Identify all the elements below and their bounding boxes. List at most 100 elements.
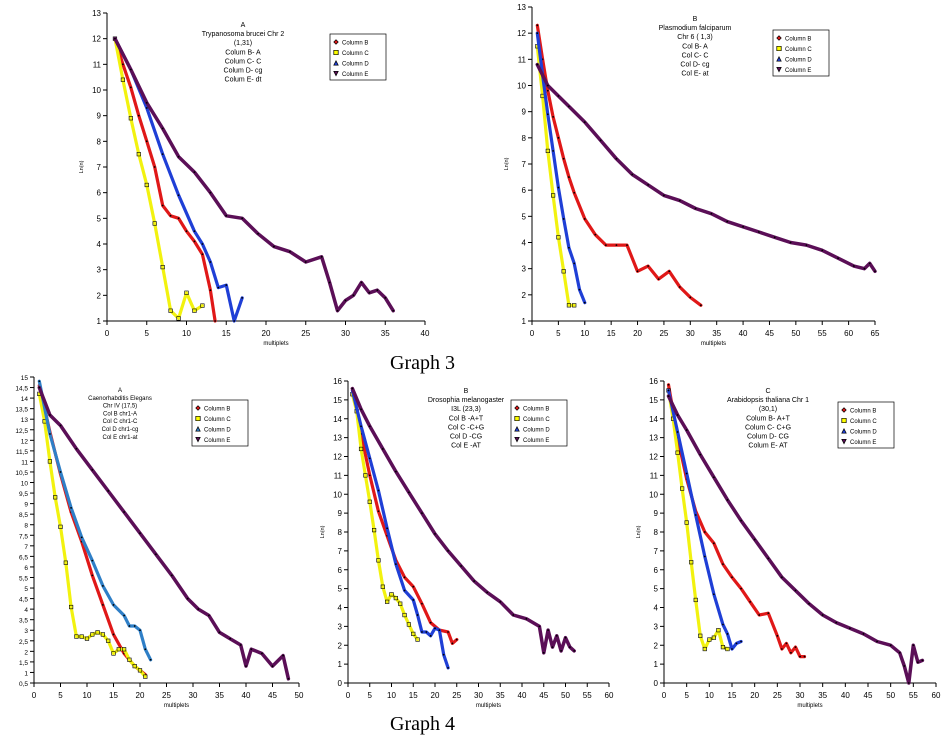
point-column-e: [107, 490, 110, 492]
legend-label: Column B: [785, 36, 811, 42]
point-column-e: [434, 532, 436, 535]
point-column-d: [217, 286, 220, 289]
point-column-b: [161, 204, 164, 207]
y-tick-label: 9: [24, 502, 28, 509]
point-column-e: [208, 614, 210, 617]
x-tick-label: 25: [452, 691, 461, 700]
point-column-e: [773, 236, 776, 239]
x-tick-label: 5: [368, 691, 373, 700]
point-column-e: [542, 651, 545, 654]
legend-marker: [776, 45, 782, 52]
point-column-e: [288, 250, 291, 253]
y-tick-label: 4,5: [19, 597, 28, 604]
point-column-d: [144, 648, 147, 651]
y-tick-label: 10: [649, 490, 658, 499]
series-line-column-c: [113, 37, 204, 320]
point-column-e: [726, 220, 729, 223]
point-column-e: [473, 580, 476, 582]
point-column-c: [367, 499, 372, 504]
x-tick-label: 40: [242, 691, 251, 700]
y-tick-label: 13,5: [15, 407, 28, 414]
point-column-e: [685, 429, 688, 431]
x-axis-label: multiplets: [263, 341, 288, 347]
legend-marker: [841, 407, 847, 413]
point-column-c: [127, 657, 132, 662]
point-column-c: [136, 152, 141, 157]
x-tick-label: 0: [32, 691, 37, 700]
x-tick-label: 45: [765, 329, 774, 338]
point-column-e: [848, 627, 851, 630]
legend-marker: [841, 417, 847, 424]
point-column-b: [740, 587, 742, 590]
y-tick-label: 6: [97, 189, 102, 198]
x-axis-label: multiplets: [797, 703, 822, 709]
y-tick-label: 12: [649, 453, 658, 462]
point-column-c: [74, 634, 79, 639]
point-column-e: [218, 631, 221, 634]
point-column-d: [434, 627, 436, 630]
x-axis-label: multiplets: [701, 341, 726, 347]
series-line-column-b: [113, 37, 217, 323]
point-column-c: [707, 637, 712, 642]
point-column-c: [702, 646, 707, 652]
point-column-d: [429, 634, 432, 637]
x-tick-label: 0: [662, 691, 667, 700]
point-column-b: [594, 233, 597, 236]
x-tick-label: 25: [659, 329, 668, 338]
legend-box: [772, 29, 830, 77]
point-column-e: [344, 299, 347, 302]
series-line-column-d: [350, 388, 450, 670]
point-column-d: [412, 599, 415, 601]
y-tick-label: 7: [338, 547, 343, 556]
legend-marker: [776, 56, 782, 62]
point-column-e: [780, 576, 783, 579]
title-line: (1,31): [234, 40, 252, 47]
title-line: Col C- C: [682, 52, 709, 59]
point-column-b: [145, 140, 148, 143]
series-line-column-c: [535, 44, 576, 307]
legend: Column B Column C Column D Column E: [191, 399, 249, 447]
point-column-e: [304, 261, 307, 263]
point-column-b: [112, 633, 115, 636]
y-tick-label: 10: [92, 86, 101, 95]
y-tick-label: 1: [654, 660, 659, 669]
y-tick-label: 3: [97, 266, 102, 275]
point-column-b: [799, 655, 801, 658]
point-column-e: [742, 225, 744, 228]
series-line-column-d: [535, 31, 587, 305]
y-axis-label: Ln(n): [504, 157, 510, 170]
point-column-b: [368, 474, 371, 477]
point-column-c: [376, 558, 381, 563]
point-column-b: [403, 576, 406, 579]
point-column-c: [84, 636, 90, 641]
legend-label: Column E: [523, 438, 549, 444]
point-column-e: [874, 270, 876, 273]
point-column-b: [803, 655, 806, 658]
point-column-e: [287, 677, 290, 680]
title-line: (30,1): [759, 406, 777, 413]
series-line-column-d: [113, 37, 244, 323]
legend-label: Column D: [204, 427, 231, 433]
y-tick-label: 14: [649, 415, 658, 424]
point-column-c: [116, 647, 121, 652]
chart-drosophila-melanogaster: 0 5 10 15 20 25 30 35 40 45 50 55 600123456789101112…: [320, 377, 614, 709]
point-column-e: [282, 654, 284, 657]
point-column-e: [241, 217, 244, 220]
point-column-d: [368, 457, 371, 460]
point-column-e: [547, 629, 549, 632]
point-column-d: [59, 471, 62, 473]
point-column-e: [599, 139, 602, 142]
point-column-e: [852, 265, 855, 267]
point-column-d: [91, 559, 94, 562]
x-tick-label: 25: [162, 691, 171, 700]
point-column-e: [59, 424, 62, 427]
point-column-e: [161, 127, 164, 130]
point-column-e: [352, 294, 355, 297]
x-tick-label: 15: [728, 691, 737, 700]
point-column-e: [876, 640, 878, 643]
point-column-e: [568, 105, 570, 108]
legend-label: Column E: [785, 68, 811, 74]
legend-label: Column D: [342, 61, 369, 67]
title-line: Col C chr1-C: [103, 419, 138, 425]
point-column-e: [560, 650, 563, 652]
